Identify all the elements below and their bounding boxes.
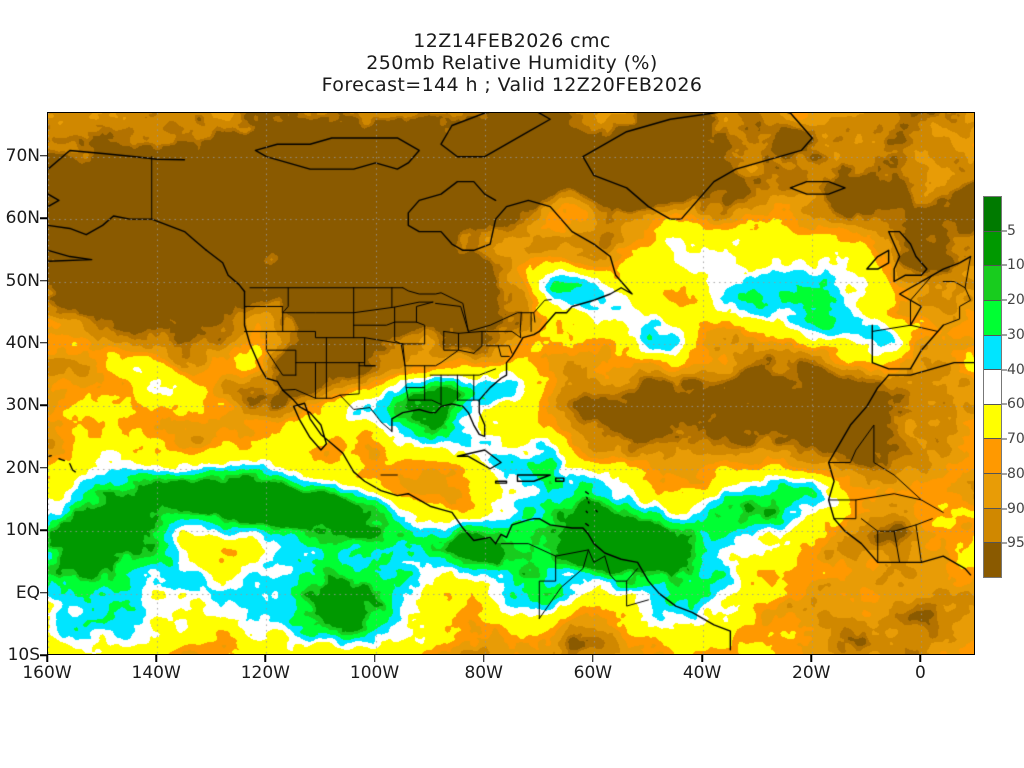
colorbar-tick-label: 5 (1007, 222, 1016, 239)
colorbar-band (984, 508, 1001, 544)
colorbar-tick-mark (1002, 299, 1007, 301)
colorbar-tick-mark (1002, 438, 1007, 440)
colorbar-tick-mark (1002, 230, 1007, 232)
title-line-model: 12Z14FEB2026 cmc (413, 30, 611, 52)
colorbar-tick-label: 20 (1007, 292, 1024, 309)
x-tick-label: 80W (464, 663, 503, 683)
colorbar-tick-label: 90 (1007, 500, 1024, 517)
colorbar-tick-label: 95 (1007, 535, 1024, 552)
colorbar-tick-label: 80 (1007, 465, 1024, 482)
colorbar-tick-mark (1002, 542, 1007, 544)
x-tick-label: 60W (573, 663, 613, 683)
y-tick-mark (40, 404, 47, 407)
colorbar-band (984, 370, 1001, 405)
y-tick-label: 50N (5, 270, 40, 291)
y-tick-mark (40, 467, 47, 469)
y-tick-label: 30N (5, 395, 40, 416)
x-tick-label: 160W (22, 663, 72, 683)
y-tick-mark (40, 217, 47, 219)
x-tick-mark (810, 655, 812, 662)
colorbar-band (984, 474, 1001, 509)
x-tick-mark (482, 655, 485, 662)
x-tick-mark (919, 655, 922, 662)
y-tick-mark (40, 342, 47, 344)
x-tick-mark (373, 655, 376, 662)
x-tick-label: 120W (240, 663, 290, 683)
map-plot-area (47, 112, 975, 655)
y-tick-mark (40, 154, 47, 157)
title-line-variable: 250mb Relative Humidity (%) (366, 52, 658, 74)
y-tick-mark (40, 279, 47, 282)
colorbar-band (984, 300, 1001, 336)
colorbar-band (984, 266, 1001, 301)
y-tick-label: EQ (15, 582, 40, 603)
chart-title-block: 12Z14FEB2026 cmc 250mb Relative Humidity… (0, 30, 1024, 96)
title-line-forecast: Forecast=144 h ; Valid 12Z20FEB2026 (321, 74, 703, 96)
x-tick-mark (264, 655, 267, 662)
colorbar-tick-label: 40 (1007, 361, 1024, 378)
x-tick-label: 140W (131, 663, 181, 683)
x-tick-label: 0 (914, 663, 926, 683)
y-tick-label: 40N (5, 332, 40, 353)
x-tick-label: 20W (792, 663, 831, 683)
colorbar-band (984, 543, 1001, 578)
colorbar-tick-mark (1002, 334, 1007, 336)
x-tick-mark (46, 655, 48, 662)
colorbar-band (984, 335, 1001, 371)
colorbar-band (984, 404, 1001, 440)
y-tick-label: 60N (5, 208, 40, 229)
x-tick-label: 100W (349, 663, 400, 683)
y-tick-label: 10N (5, 520, 40, 541)
colorbar-band (984, 231, 1001, 267)
y-tick-mark (40, 529, 47, 531)
colorbar-tick-mark (1002, 264, 1007, 266)
y-tick-label: 70N (5, 145, 40, 166)
y-tick-mark (40, 654, 47, 656)
y-tick-label: 20N (5, 457, 40, 478)
colorbar-band (984, 197, 1001, 232)
colorbar-tick-label: 60 (1007, 396, 1024, 413)
colorbar-tick-mark (1002, 473, 1007, 475)
colorbar-legend (983, 196, 1002, 578)
graticule-gridlines (48, 113, 974, 654)
colorbar-tick-mark (1002, 369, 1007, 371)
colorbar-band (984, 439, 1001, 475)
colorbar-tick-label: 30 (1007, 326, 1024, 343)
y-tick-label: 10S (7, 645, 40, 665)
colorbar-tick-mark (1002, 403, 1007, 405)
x-tick-mark (701, 655, 703, 662)
colorbar-tick-label: 70 (1007, 431, 1024, 448)
x-tick-mark (592, 655, 594, 662)
colorbar-tick-mark (1002, 508, 1007, 510)
x-tick-label: 40W (682, 663, 722, 683)
y-tick-mark (40, 591, 47, 594)
x-tick-mark (155, 655, 157, 662)
colorbar-tick-label: 10 (1007, 257, 1024, 274)
